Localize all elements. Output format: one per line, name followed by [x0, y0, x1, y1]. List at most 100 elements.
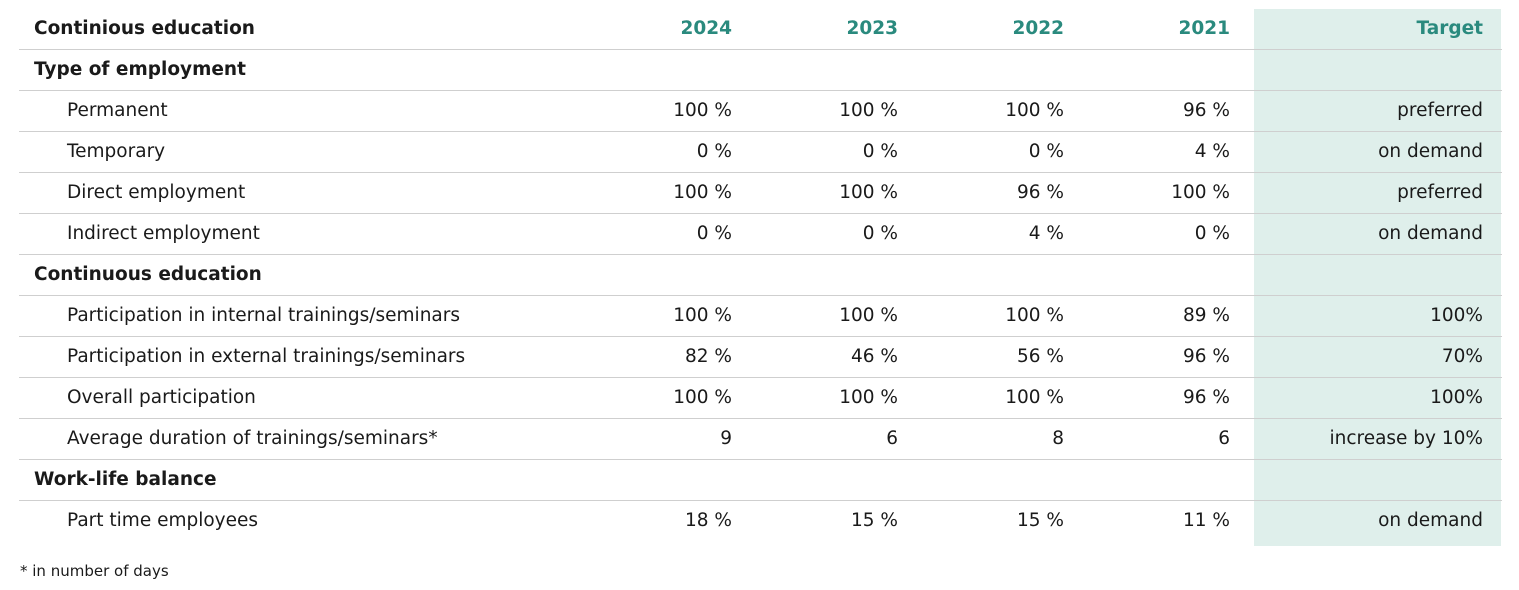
section-row: Continuous education	[19, 254, 1502, 296]
section-label: Continuous education	[19, 254, 566, 296]
section-label: Work-life balance	[19, 459, 566, 501]
value-cell-2023: 15 %	[851, 509, 898, 531]
value-cell-2023: 100 %	[732, 172, 898, 214]
target-cell: on demand	[1255, 131, 1502, 173]
table-row: Part time employees 18 % 15 % 15 % 11 % on de…	[19, 500, 1502, 541]
target-cell: 100%	[1255, 377, 1502, 419]
value-cell-2024	[566, 49, 732, 91]
value-cell-2021: 100 %	[1064, 172, 1230, 214]
value-cell-2022: 4 %	[898, 213, 1064, 255]
value-cell-2023: 0 %	[732, 213, 898, 255]
value-cell-2021: 96 %	[1064, 90, 1230, 132]
value-cell-2021: 11 %	[1183, 509, 1230, 531]
table-row: Direct employment 100 % 100 % 96 % 100 % pref…	[19, 172, 1502, 214]
spacer-cell	[1230, 213, 1255, 255]
value-cell-2024: 82 %	[566, 336, 732, 378]
target-cell: on demand	[1255, 213, 1502, 255]
table-row: Participation in internal trainings/semi…	[19, 295, 1502, 337]
target-cell: on demand	[1378, 509, 1483, 531]
value-cell-2021: 96 %	[1064, 377, 1230, 419]
value-cell-2022: 0 %	[898, 131, 1064, 173]
target-cell	[1255, 459, 1502, 501]
row-label: Direct employment	[19, 172, 566, 214]
value-cell-2023: 100 %	[732, 90, 898, 132]
spacer-cell	[1230, 377, 1255, 419]
spacer-cell	[1230, 459, 1255, 501]
target-cell: preferred	[1255, 90, 1502, 132]
value-cell-2021	[1064, 254, 1230, 296]
value-cell-2024: 100 %	[566, 295, 732, 337]
table-row: Participation in external trainings/semi…	[19, 336, 1502, 378]
value-cell-2024: 100 %	[566, 377, 732, 419]
spacer-cell	[1230, 49, 1255, 91]
table-body: Type of employment Permanent 100 % 100 % 100…	[19, 49, 1502, 541]
value-cell-2024: 0 %	[566, 131, 732, 173]
target-cell: increase by 10%	[1255, 418, 1502, 460]
spacer-cell	[1230, 336, 1255, 378]
value-cell-2022	[898, 254, 1064, 296]
table-row: Overall participation 100 % 100 % 100 % 96 %…	[19, 377, 1502, 419]
value-cell-2022: 100 %	[898, 90, 1064, 132]
value-cell-2021	[1064, 49, 1230, 91]
spacer-cell	[1230, 254, 1255, 296]
value-cell-2021: 89 %	[1064, 295, 1230, 337]
value-cell-2024: 18 %	[685, 509, 732, 531]
section-label: Type of employment	[19, 49, 566, 91]
target-cell	[1255, 254, 1502, 296]
row-label: Participation in external trainings/semi…	[19, 336, 566, 378]
value-cell-2024	[566, 254, 732, 296]
value-cell-2024	[566, 459, 732, 501]
value-cell-2023	[732, 49, 898, 91]
target-cell: 100%	[1255, 295, 1502, 337]
row-label: Average duration of trainings/seminars*	[19, 418, 566, 460]
value-cell-2024: 100 %	[566, 90, 732, 132]
section-row: Work-life balance	[19, 459, 1502, 501]
employment-education-table: Continious education 2024 2023 2022 2021…	[19, 9, 1502, 541]
value-cell-2022: 96 %	[898, 172, 1064, 214]
value-cell-2022: 100 %	[898, 295, 1064, 337]
value-cell-2021	[1064, 459, 1230, 501]
value-cell-2023: 6	[732, 418, 898, 460]
spacer-cell	[1230, 9, 1255, 50]
value-cell-2024: 9	[566, 418, 732, 460]
value-cell-2024: 100 %	[566, 172, 732, 214]
value-cell-2022: 56 %	[898, 336, 1064, 378]
target-cell: 70%	[1255, 336, 1502, 378]
spacer-cell	[1230, 418, 1255, 460]
value-cell-2022: 100 %	[898, 377, 1064, 419]
value-cell-2023: 0 %	[732, 131, 898, 173]
row-label: Participation in internal trainings/semi…	[19, 295, 566, 337]
spacer-cell	[1230, 500, 1255, 541]
value-cell-2021: 6	[1064, 418, 1230, 460]
table-row: Indirect employment 0 % 0 % 4 % 0 % on demand	[19, 213, 1502, 255]
spacer-cell	[1230, 295, 1255, 337]
target-cell: preferred	[1255, 172, 1502, 214]
row-label: Part time employees	[67, 509, 259, 531]
year-header-2022: 2022	[898, 9, 1064, 50]
table-title: Continious education	[19, 9, 566, 50]
table-row: Temporary 0 % 0 % 0 % 4 % on demand	[19, 131, 1502, 173]
section-row: Type of employment	[19, 49, 1502, 91]
value-cell-2022: 15 %	[1017, 509, 1064, 531]
row-label: Overall participation	[19, 377, 566, 419]
value-cell-2021: 0 %	[1064, 213, 1230, 255]
year-header-2021: 2021	[1064, 9, 1230, 50]
value-cell-2022	[898, 49, 1064, 91]
spacer-cell	[1230, 131, 1255, 173]
row-label: Temporary	[19, 131, 566, 173]
value-cell-2023: 46 %	[732, 336, 898, 378]
spacer-cell	[1230, 90, 1255, 132]
value-cell-2021: 96 %	[1064, 336, 1230, 378]
header-row: Continious education 2024 2023 2022 2021…	[19, 9, 1502, 50]
value-cell-2022: 8	[898, 418, 1064, 460]
value-cell-2023	[732, 459, 898, 501]
spacer-cell	[1230, 172, 1255, 214]
table-row: Average duration of trainings/seminars* 9…	[19, 418, 1502, 460]
value-cell-2022	[898, 459, 1064, 501]
row-label: Permanent	[19, 90, 566, 132]
year-header-2024: 2024	[566, 9, 732, 50]
target-header: Target	[1255, 9, 1502, 50]
value-cell-2023: 100 %	[732, 295, 898, 337]
row-label: Indirect employment	[19, 213, 566, 255]
year-header-2023: 2023	[732, 9, 898, 50]
